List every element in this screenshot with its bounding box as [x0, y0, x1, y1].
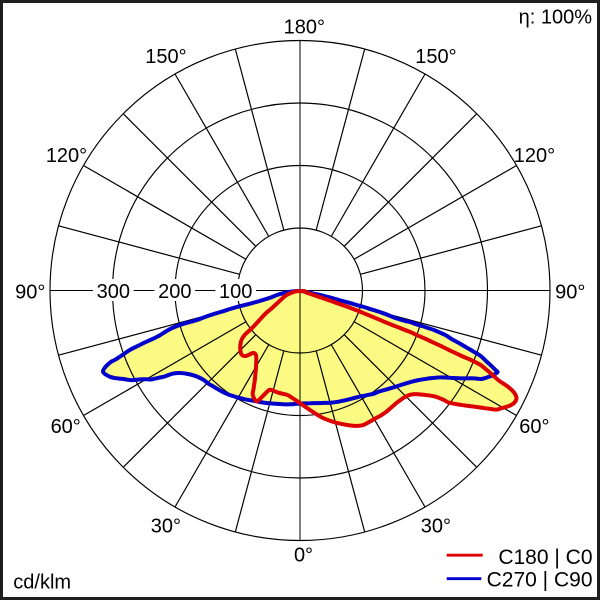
svg-text:120°: 120° [46, 145, 87, 167]
svg-text:90°: 90° [15, 282, 45, 304]
svg-text:150°: 150° [415, 46, 456, 68]
svg-text:200: 200 [158, 281, 191, 303]
svg-text:C180 | C0: C180 | C0 [498, 546, 592, 569]
svg-text:120°: 120° [514, 145, 555, 167]
svg-text:100: 100 [219, 281, 252, 303]
svg-text:30°: 30° [421, 516, 451, 538]
svg-text:60°: 60° [519, 416, 549, 438]
svg-text:60°: 60° [51, 416, 81, 438]
svg-text:C270 | C90: C270 | C90 [487, 569, 593, 592]
svg-text:cd/klm: cd/klm [13, 572, 71, 594]
svg-text:300: 300 [97, 281, 130, 303]
svg-text:90°: 90° [555, 282, 585, 304]
svg-text:180°: 180° [284, 17, 325, 39]
svg-text:0°: 0° [294, 545, 313, 567]
svg-text:150°: 150° [145, 46, 186, 68]
svg-text:η: 100%: η: 100% [519, 6, 593, 28]
svg-text:30°: 30° [151, 516, 181, 538]
